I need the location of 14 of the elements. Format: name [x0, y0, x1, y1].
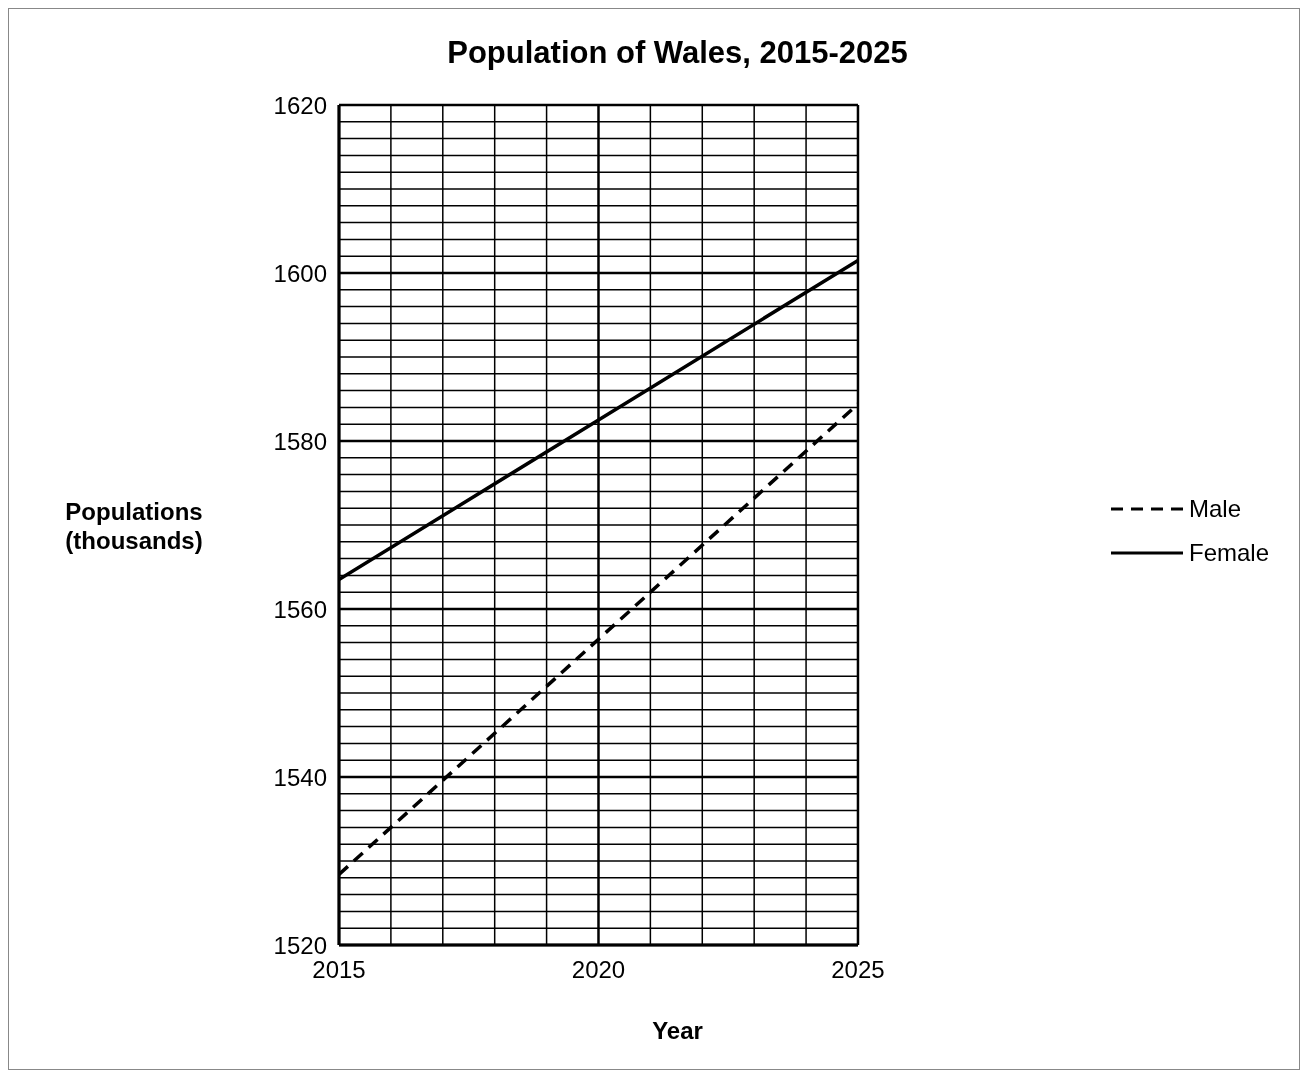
- x-axis-title: Year: [651, 1017, 704, 1045]
- y-tick-label: 1580: [273, 427, 327, 455]
- legend-label: Female: [1188, 539, 1269, 567]
- x-tick-label: 2020: [571, 956, 626, 984]
- y-tick-label: 1520: [273, 931, 327, 959]
- x-tick-label: 2015: [312, 956, 366, 984]
- chart-title: Population of Wales, 2015-2025: [446, 35, 909, 71]
- y-tick-label: 1560: [273, 595, 327, 623]
- y-tick-label: 1540: [273, 763, 327, 791]
- y-tick-label: 1620: [273, 91, 327, 119]
- legend-label: Male: [1188, 495, 1241, 523]
- x-tick-label: 2025: [831, 956, 885, 984]
- y-axis-title: Populations (thousands): [64, 497, 204, 555]
- y-tick-label: 1600: [273, 259, 327, 287]
